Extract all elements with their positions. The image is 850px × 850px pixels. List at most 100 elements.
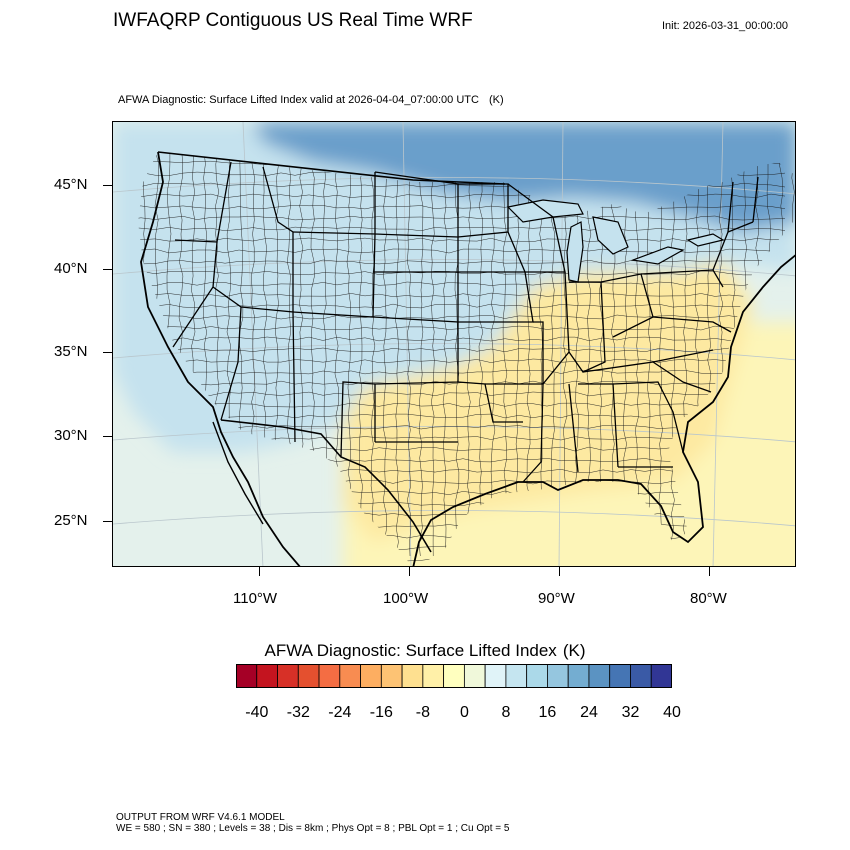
state-boundaries	[172, 161, 759, 483]
colorbar-swatch	[484, 664, 507, 688]
field-subtitle: AFWA Diagnostic: Surface Lifted Index va…	[118, 94, 504, 106]
colorbar-swatch	[339, 664, 361, 688]
county-line	[138, 325, 786, 331]
county-line	[138, 358, 786, 364]
colorbar-tick-label: -40	[245, 704, 269, 721]
state-line	[374, 233, 459, 238]
colorbar-tick-label: 24	[580, 704, 598, 721]
colorbar-tick-label: 0	[459, 704, 469, 721]
county-line	[138, 336, 786, 342]
county-line	[138, 391, 786, 397]
colorbar-swatch	[505, 664, 528, 688]
lat-label-30n: 30°N	[54, 427, 88, 444]
lifted-index-map	[113, 122, 795, 566]
graticule-line	[113, 177, 795, 195]
field-units: (K)	[488, 94, 504, 106]
county-line	[370, 152, 376, 557]
cool-land-field	[113, 122, 795, 452]
state-line	[727, 181, 734, 233]
colorbar-tick-label: 16	[538, 704, 557, 721]
model-info-line-2: WE = 580 ; SN = 380 ; Levels = 38 ; Dis …	[116, 823, 510, 834]
colorbar-outline	[236, 664, 672, 688]
colorbar-tick-label: 40	[663, 704, 681, 721]
county-line	[138, 259, 786, 265]
coastline	[140, 151, 301, 566]
lat-label-45n: 45°N	[54, 176, 88, 193]
county-line	[138, 215, 786, 221]
colorbar-swatch	[650, 664, 672, 688]
colorbar-title: AFWA Diagnostic: Surface Lifted Index (K)	[0, 641, 850, 661]
colorbar-swatch	[588, 664, 611, 688]
state-line	[340, 381, 376, 458]
us-canada-border	[157, 151, 506, 185]
state-line	[522, 383, 544, 483]
state-line	[212, 286, 242, 421]
colorbar-swatch	[567, 664, 590, 688]
county-line	[138, 303, 786, 309]
colorbar-tick-label: -8	[415, 704, 431, 721]
lon-tick	[559, 567, 560, 576]
colorbar-swatch	[609, 664, 631, 688]
state-line	[457, 183, 509, 238]
state-line	[457, 381, 523, 423]
lon-tick	[709, 567, 710, 576]
lon-label-80w: 80°W	[690, 590, 727, 607]
county-line	[138, 369, 786, 375]
graticule-line	[113, 259, 795, 277]
state-line	[507, 183, 566, 273]
state-line	[485, 321, 544, 385]
model-info: OUTPUT FROM WRF V4.6.1 MODEL WE = 580 ; …	[116, 812, 509, 834]
colorbar-swatch	[422, 664, 445, 688]
great-lake	[592, 216, 629, 255]
colorbar-swatch	[401, 664, 424, 688]
county-line	[490, 152, 496, 557]
coastline	[412, 254, 795, 566]
county-line	[394, 152, 400, 557]
county-line	[138, 314, 786, 320]
graticule-line	[402, 122, 412, 566]
county-line	[138, 205, 786, 210]
lat-tick	[103, 352, 112, 353]
colorbar-swatch	[318, 664, 341, 688]
state-line	[652, 361, 712, 393]
plot-title: IWFAQRP Contiguous US Real Time WRF	[113, 10, 473, 31]
map-panel	[112, 121, 796, 567]
county-line	[383, 152, 387, 557]
colorbar-swatch	[547, 664, 569, 688]
colorbar-swatch	[256, 664, 278, 688]
colorbar-swatch	[380, 664, 403, 688]
county-line	[430, 152, 435, 557]
lon-tick	[259, 567, 260, 576]
colorbar-swatch	[277, 664, 299, 688]
init-time-label: Init: 2026-03-31_00:00:00	[662, 20, 788, 32]
colorbar-tick-label: -32	[286, 704, 310, 721]
us-mexico-border	[220, 419, 432, 553]
colorbar-tick-label: 32	[621, 704, 640, 721]
county-line	[138, 347, 786, 353]
colorbar-units: (K)	[562, 641, 586, 660]
county-line	[358, 152, 364, 556]
colorbar-tick-label: -24	[328, 704, 352, 721]
lon-label-90w: 90°W	[538, 590, 575, 607]
colorbar-tick-label: -16	[369, 704, 393, 721]
state-line	[568, 281, 606, 373]
lat-tick	[103, 185, 112, 186]
state-line	[568, 383, 579, 473]
lat-label-35n: 35°N	[54, 343, 88, 360]
lat-tick	[103, 269, 112, 270]
colorbar-swatch	[360, 664, 382, 688]
lat-tick	[103, 521, 112, 522]
state-line	[752, 176, 759, 223]
lat-tick	[103, 436, 112, 437]
field-title: AFWA Diagnostic: Surface Lifted Index va…	[118, 94, 479, 106]
great-lake	[686, 233, 725, 247]
northern-cool-field	[253, 122, 795, 232]
state-line	[612, 381, 684, 453]
county-line	[407, 152, 412, 557]
graticule-line	[113, 510, 795, 527]
lon-tick	[409, 567, 410, 576]
colorbar-swatch	[297, 664, 320, 688]
lon-label-100w: 100°W	[383, 590, 429, 607]
county-line	[138, 237, 786, 243]
colorbar-title-text: AFWA Diagnostic: Surface Lifted Index	[264, 641, 557, 660]
